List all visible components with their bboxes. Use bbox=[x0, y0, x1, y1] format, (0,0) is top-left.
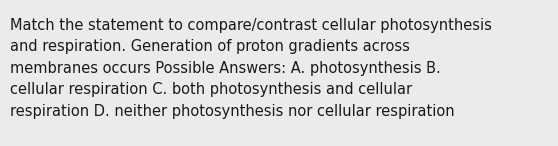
Text: Match the statement to compare/contrast cellular photosynthesis
and respiration.: Match the statement to compare/contrast … bbox=[10, 18, 492, 119]
